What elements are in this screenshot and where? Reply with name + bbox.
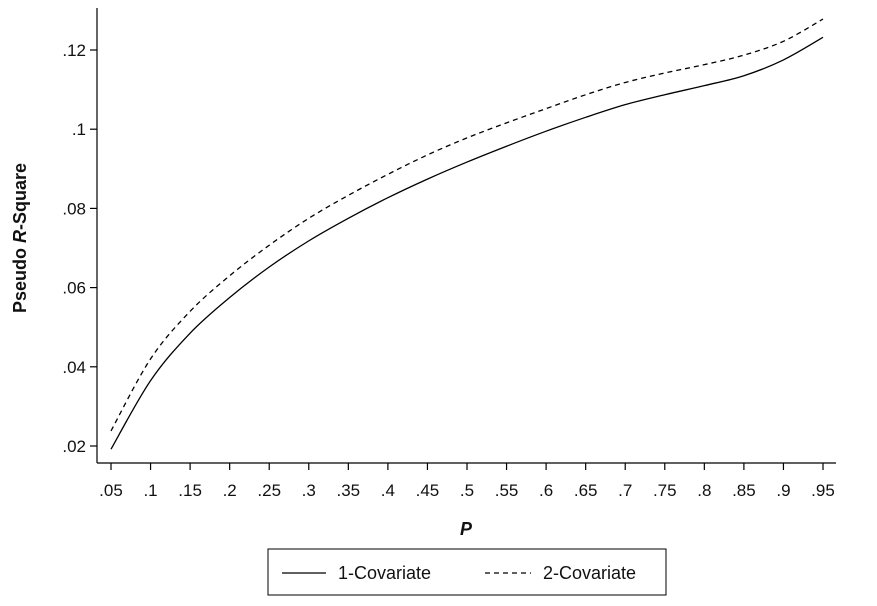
y-tick-label: .12 xyxy=(62,41,86,60)
y-axis-title-suffix: -Square xyxy=(10,163,30,230)
x-tick-label: .05 xyxy=(99,481,123,500)
x-tick-label: .45 xyxy=(416,481,440,500)
x-tick-label: .15 xyxy=(178,481,202,500)
x-tick-label: .6 xyxy=(539,481,553,500)
x-tick-label: .2 xyxy=(223,481,237,500)
x-tick-label: .65 xyxy=(574,481,598,500)
x-tick-label: .55 xyxy=(495,481,519,500)
x-axis-title: P xyxy=(460,519,473,539)
x-tick-label: .35 xyxy=(337,481,361,500)
x-tick-label: .3 xyxy=(302,481,316,500)
y-tick-label: .02 xyxy=(62,437,86,456)
series-layer xyxy=(110,18,824,450)
x-tick-label: .1 xyxy=(143,481,157,500)
series-line-1-covariate xyxy=(110,36,824,450)
y-tick-label: .08 xyxy=(62,199,86,218)
y-axis-title: Pseudo R-Square xyxy=(10,163,30,313)
x-tick-label: .5 xyxy=(460,481,474,500)
x-tick-label: .25 xyxy=(257,481,281,500)
y-tick-label: .06 xyxy=(62,279,86,298)
legend-label-2-covariate: 2-Covariate xyxy=(543,563,636,583)
x-tick-label: .7 xyxy=(618,481,632,500)
x-tick-label: .95 xyxy=(811,481,835,500)
legend-box xyxy=(267,548,667,596)
y-axis-title-italic: R xyxy=(10,230,30,243)
series-line-2-covariate xyxy=(110,18,824,432)
x-axis: .05 .1 .15 .2 .25 .3 .35 .4 .45 .5 .55 .6 .65 .7 .75 .8… xyxy=(97,462,836,500)
x-tick-label: .8 xyxy=(697,481,711,500)
y-tick-label: .1 xyxy=(72,120,86,139)
y-axis-title-prefix: Pseudo xyxy=(10,243,30,313)
y-axis: .02 .04 .06 .08 .1 .12 xyxy=(62,8,98,463)
x-tick-label: .9 xyxy=(776,481,790,500)
x-tick-label: .75 xyxy=(653,481,677,500)
legend: 1-Covariate 2-Covariate xyxy=(267,548,667,596)
y-tick-label: .04 xyxy=(62,358,86,377)
x-tick-label: .4 xyxy=(381,481,395,500)
legend-label-1-covariate: 1-Covariate xyxy=(338,563,431,583)
x-tick-label: .85 xyxy=(732,481,756,500)
